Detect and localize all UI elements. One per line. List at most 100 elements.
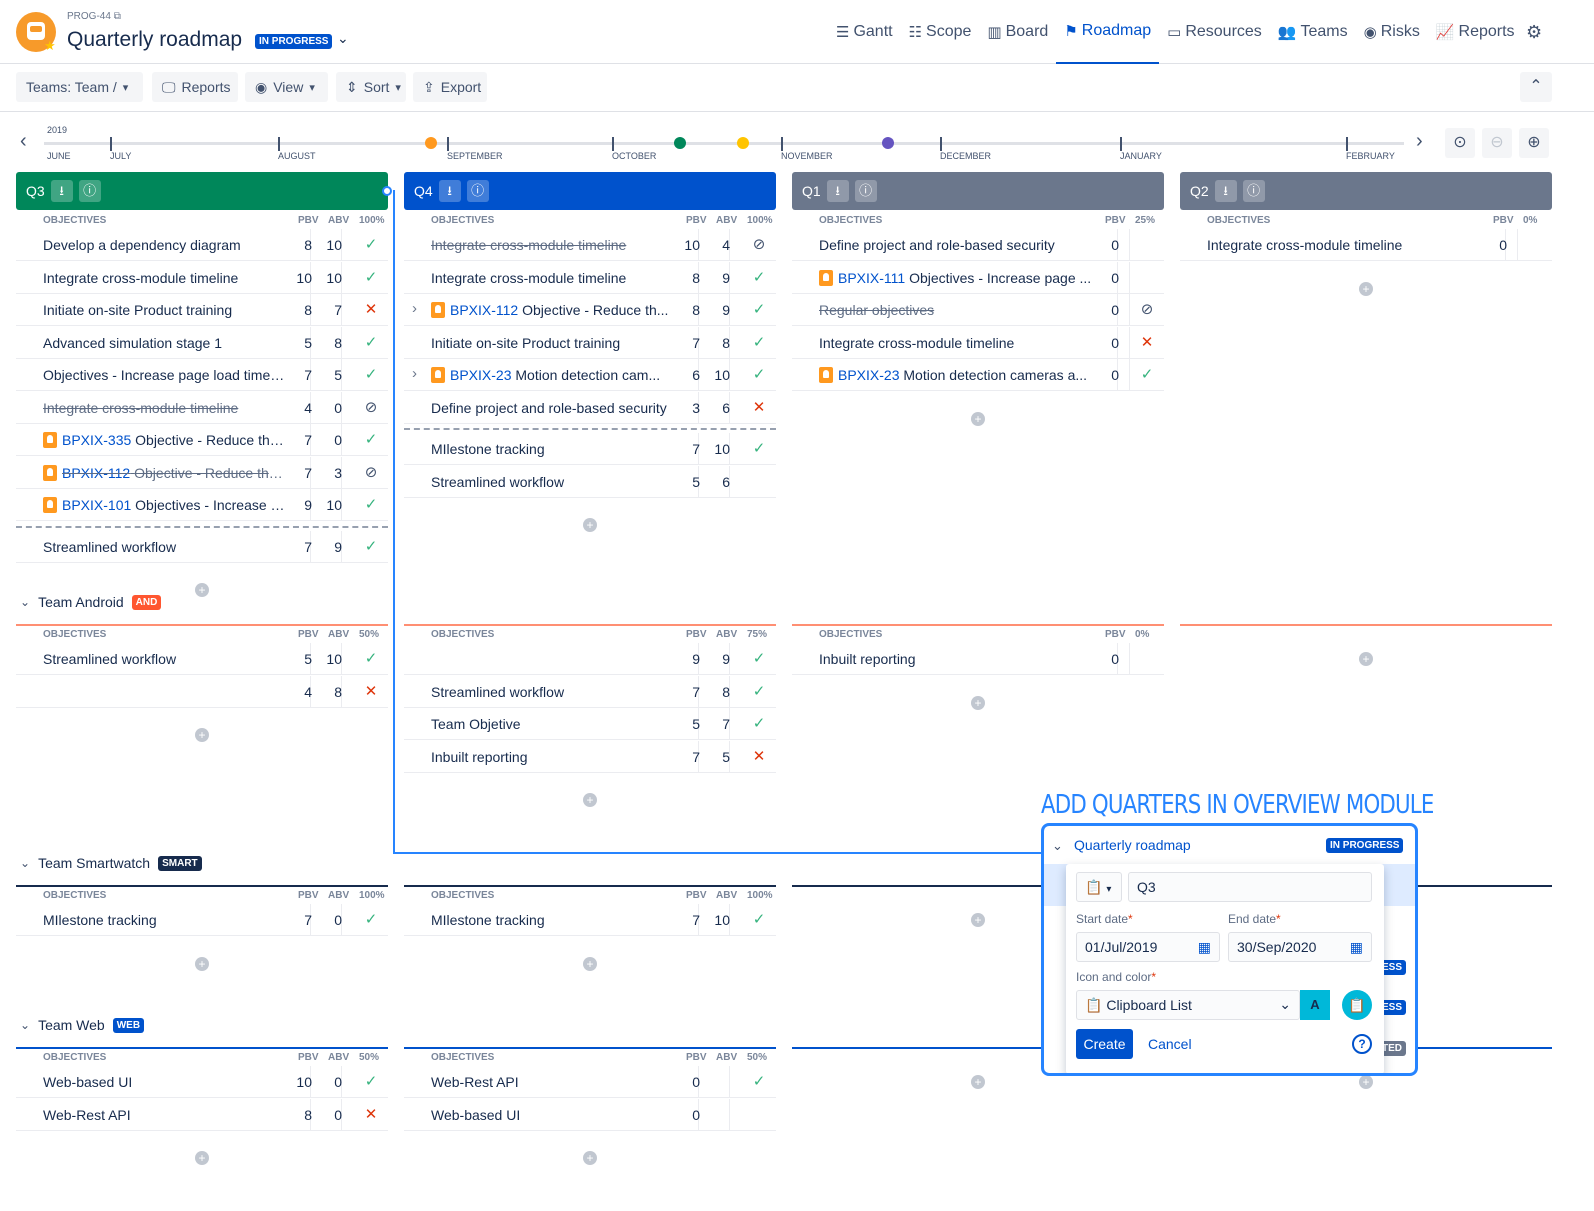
nav-resources[interactable]: ▭ Resources [1159, 0, 1270, 64]
table-row[interactable]: Team Objetive 5 7 ✓ [404, 708, 776, 740]
sort-arrow-icon[interactable]: ⭳ [438, 180, 461, 202]
objective-name[interactable]: BPXIX-112 Objective - Reduce the ... [43, 464, 288, 481]
check-icon[interactable]: ✓ [364, 1073, 378, 1090]
table-row[interactable]: BPXIX-335 Objective - Reduce the ... 7 0 ✓ [16, 424, 388, 456]
quarter-header-q1[interactable]: Q1 ⭳ ⓘ [792, 172, 1164, 210]
objective-name[interactable]: Integrate cross-module timeline [43, 270, 288, 286]
table-row[interactable]: MIlestone tracking 7 0 ✓ [16, 904, 388, 936]
chevron-left-icon[interactable]: ‹ [20, 130, 27, 152]
table-row[interactable]: Inbuilt reporting 0 [792, 643, 1164, 675]
sort-arrow-icon[interactable]: ⭳ [50, 180, 73, 202]
color-picker[interactable]: A [1300, 990, 1330, 1020]
table-row[interactable]: Initiate on-site Product training 7 8 ✓ [404, 326, 776, 359]
check-icon[interactable]: ✓ [364, 537, 378, 555]
table-row[interactable]: › BPXIX-23 Motion detection cam... 6 10 ✓ [404, 359, 776, 391]
collapse-button[interactable]: ⌃ [1520, 72, 1552, 102]
blocked-icon[interactable]: ⊘ [1140, 301, 1154, 318]
info-icon[interactable]: ⓘ [78, 180, 101, 202]
table-row[interactable]: Integrate cross-module timeline 0 [1180, 229, 1552, 261]
table-row[interactable]: Objectives - Increase page load time b..… [16, 359, 388, 391]
objective-name[interactable]: BPXIX-101 Objectives - Increase pa... [43, 497, 288, 513]
objective-name[interactable]: Integrate cross-module timeline [43, 400, 288, 416]
add-objective-icon[interactable]: + [971, 913, 985, 927]
quarter-name-input[interactable]: Q3 [1128, 872, 1372, 902]
check-icon[interactable]: ✓ [752, 1073, 766, 1090]
objective-name[interactable]: Web-Rest API [43, 1107, 288, 1123]
table-row[interactable]: BPXIX-101 Objectives - Increase pa... 9 10… [16, 489, 388, 521]
objective-name[interactable]: BPXIX-112 Objective - Reduce th... [431, 302, 676, 318]
issue-key[interactable]: BPXIX-335 [62, 432, 132, 448]
chevron-down-icon[interactable]: ⌄ [20, 1018, 31, 1032]
project-key[interactable]: PROG-44 ⧉ [67, 11, 121, 22]
team-header[interactable]: ⌄ Team Android AND [20, 594, 162, 610]
blocked-icon[interactable]: ⊘ [364, 398, 378, 416]
blocked-icon[interactable]: ⊘ [752, 236, 766, 253]
milestone-marker[interactable] [425, 137, 437, 149]
table-row[interactable]: Initiate on-site Product training 8 7 ✕ [16, 294, 388, 326]
nav-gantt[interactable]: ☰ Gantt [828, 0, 901, 64]
check-icon[interactable]: ✓ [752, 682, 766, 700]
table-row[interactable]: MIlestone tracking 7 10 ✓ [404, 433, 776, 465]
calendar-icon[interactable]: ▦ [1349, 939, 1363, 955]
cross-icon[interactable]: ✕ [364, 1105, 378, 1123]
objective-name[interactable]: Streamlined workflow [43, 539, 288, 555]
table-row[interactable]: BPXIX-111 Objectives - Increase page ...… [792, 261, 1164, 294]
objective-name[interactable]: Web-based UI [43, 1074, 288, 1090]
table-row[interactable]: Web-based UI 0 [404, 1098, 776, 1131]
zoom-in-button[interactable]: ⊕ [1519, 128, 1549, 158]
cancel-button[interactable]: Cancel [1148, 1036, 1192, 1052]
table-row[interactable]: MIlestone tracking 7 10 ✓ [404, 904, 776, 936]
objective-name[interactable]: BPXIX-23 Motion detection cameras a... [819, 367, 1095, 383]
table-row[interactable]: Web-Rest API 8 0 ✕ [16, 1098, 388, 1131]
cross-icon[interactable]: ✕ [1140, 333, 1154, 351]
chevron-down-icon[interactable]: ⌄ [337, 30, 349, 46]
sort-arrow-icon[interactable]: ⭳ [826, 180, 849, 202]
table-row[interactable]: Web-Rest API 0 ✓ [404, 1066, 776, 1098]
check-icon[interactable]: ✓ [752, 440, 766, 457]
objective-name[interactable]: Integrate cross-module timeline [1207, 237, 1483, 253]
table-row[interactable]: Regular objectives 0 ⊘ [792, 294, 1164, 326]
table-row[interactable]: Inbuilt reporting 7 5 ✕ [404, 740, 776, 773]
blocked-icon[interactable]: ⊘ [364, 463, 378, 481]
milestone-marker[interactable] [674, 137, 686, 149]
check-icon[interactable]: ✓ [752, 366, 766, 383]
chevron-right-icon[interactable]: › [1416, 130, 1423, 152]
objective-name[interactable]: Advanced simulation stage 1 [43, 335, 288, 351]
objective-name[interactable]: Initiate on-site Product training [43, 302, 288, 318]
add-objective-icon[interactable]: + [971, 1075, 985, 1089]
milestone-marker[interactable] [882, 137, 894, 149]
gear-icon[interactable]: ⚙ [1526, 22, 1543, 42]
project-avatar[interactable]: ★ [16, 12, 56, 53]
table-row[interactable]: Define project and role-based security 3 6… [404, 391, 776, 424]
table-row[interactable]: Streamlined workflow 7 8 ✓ [404, 675, 776, 708]
table-row[interactable]: Advanced simulation stage 1 5 8 ✓ [16, 326, 388, 359]
check-icon[interactable]: ✓ [364, 496, 378, 513]
help-icon[interactable]: ? [1352, 1034, 1372, 1054]
table-row[interactable]: 4 8 ✕ [16, 675, 388, 708]
add-objective-icon[interactable]: + [195, 583, 209, 597]
table-row[interactable]: Streamlined workflow 5 10 ✓ [16, 643, 388, 675]
objective-name[interactable]: BPXIX-23 Motion detection cam... [431, 367, 676, 383]
objective-name[interactable]: BPXIX-111 Objectives - Increase page ... [819, 269, 1095, 286]
zoom-out-button[interactable]: ⊖ [1482, 128, 1512, 158]
export-button[interactable]: ⇪ Export [413, 72, 487, 102]
cross-icon[interactable]: ✕ [752, 398, 766, 416]
quarter-header-q4[interactable]: Q4 ⭳ ⓘ [404, 172, 776, 210]
table-row[interactable]: Streamlined workflow 5 6 [404, 465, 776, 498]
cross-icon[interactable]: ✕ [364, 682, 378, 700]
table-row[interactable]: Integrate cross-module timeline 8 9 ✓ [404, 261, 776, 294]
check-icon[interactable]: ✓ [364, 366, 378, 383]
objective-name[interactable]: Web-Rest API [431, 1074, 676, 1090]
create-button[interactable]: Create [1076, 1029, 1133, 1059]
chevron-down-icon[interactable]: ⌄ [1052, 838, 1063, 853]
chevron-right-icon[interactable]: › [412, 300, 417, 317]
table-row[interactable]: Web-based UI 10 0 ✓ [16, 1066, 388, 1098]
check-icon[interactable]: ✓ [752, 333, 766, 351]
add-objective-icon[interactable]: + [583, 518, 597, 532]
objective-name[interactable]: MIlestone tracking [431, 912, 676, 928]
info-icon[interactable]: ⓘ [1242, 180, 1265, 202]
popup-title[interactable]: Quarterly roadmap [1074, 837, 1191, 853]
chevron-down-icon[interactable]: ⌄ [20, 856, 31, 870]
start-date-input[interactable]: 01/Jul/2019 ▦ [1076, 932, 1220, 962]
check-icon[interactable]: ✓ [752, 911, 766, 928]
